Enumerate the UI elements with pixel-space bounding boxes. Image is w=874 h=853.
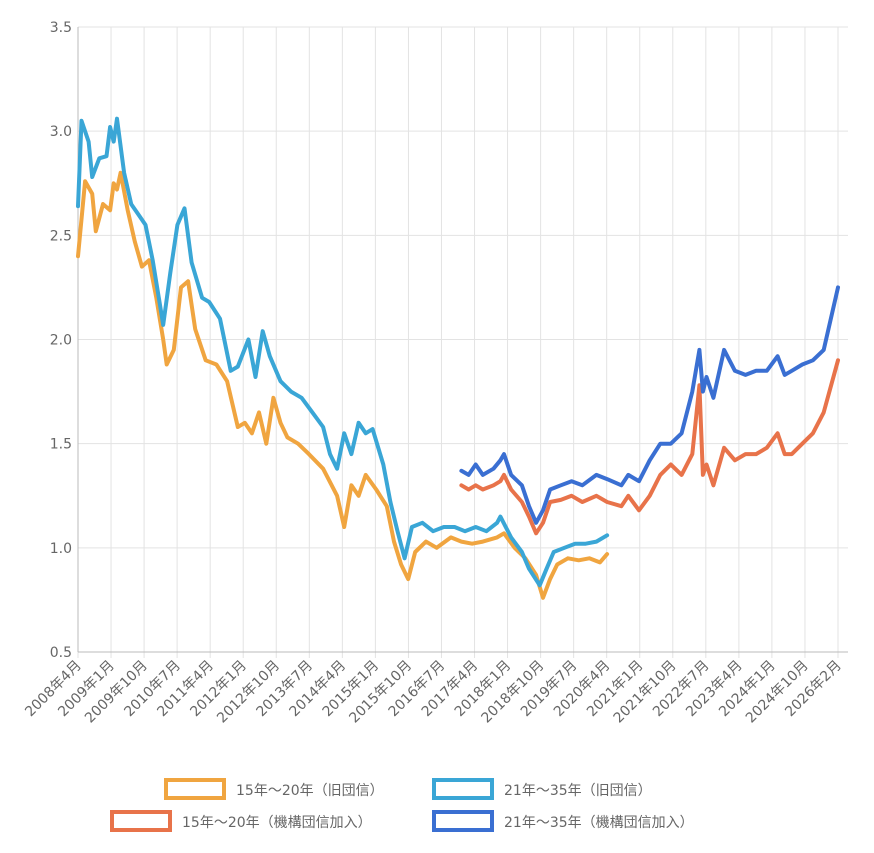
y-axis-ticks: 0.5 1.0 1.5 2.0 2.5 3.0 3.5 <box>50 20 72 661</box>
y-tick-label: 0.5 <box>50 645 72 661</box>
legend-swatch[interactable] <box>432 778 494 800</box>
y-tick-label: 3.5 <box>50 20 72 36</box>
legend-label[interactable]: 21年～35年（機構団信加入） <box>504 815 694 831</box>
legend-label[interactable]: 21年～35年（旧団信） <box>504 783 652 799</box>
y-tick-label: 1.5 <box>50 437 72 453</box>
legend-swatch[interactable] <box>432 810 494 832</box>
x-axis-ticks: 2008年4月2009年1月2009年10月2010年7月2011年4月2012… <box>22 658 845 727</box>
y-tick-label: 3.0 <box>50 124 72 140</box>
legend[interactable]: 15年～20年（旧団信） 21年～35年（旧団信） 15年～20年（機構団信加入） 2… <box>110 778 694 832</box>
y-tick-label: 1.0 <box>50 541 72 557</box>
y-tick-label: 2.5 <box>50 228 72 244</box>
series-line-4 <box>459 285 840 525</box>
series-line-1 <box>76 170 610 600</box>
series-line-2 <box>76 116 610 588</box>
series-line-3 <box>459 358 840 536</box>
legend-swatch[interactable] <box>110 810 172 832</box>
y-tick-label: 2.0 <box>50 333 72 349</box>
legend-swatch[interactable] <box>164 778 226 800</box>
legend-label[interactable]: 15年～20年（旧団信） <box>236 783 384 799</box>
legend-label[interactable]: 15年～20年（機構団信加入） <box>182 815 372 831</box>
grid <box>77 26 848 658</box>
series-lines <box>76 116 840 600</box>
